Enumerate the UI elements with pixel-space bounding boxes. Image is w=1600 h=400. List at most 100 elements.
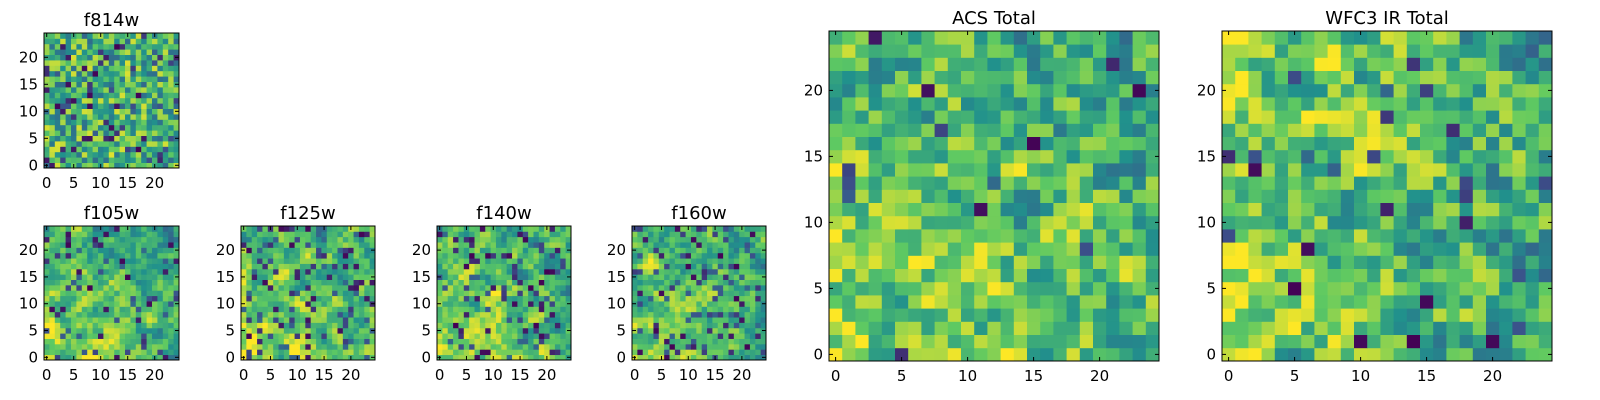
heatmap-cell [130,124,137,131]
heatmap-cell [1132,123,1147,137]
heatmap-cell [554,279,561,286]
heatmap-cell [92,268,99,275]
heatmap-cell [680,301,686,307]
heatmap-cell [44,92,50,99]
heatmap-cell [1145,136,1160,151]
heatmap-cell [1538,202,1553,217]
heatmap-cell [565,284,572,291]
heatmap-cell [54,43,61,50]
heatmap-cell [479,279,486,286]
heatmap-cell [1040,97,1054,111]
heatmap-cell [103,290,110,297]
heatmap-cell [141,33,147,39]
heatmap-cell [560,242,567,248]
heatmap-cell [173,290,180,297]
heatmap-cell [1472,44,1487,58]
heatmap-cell [1512,295,1526,309]
heatmap-cell [71,252,77,259]
heatmap-cell [1393,189,1408,203]
heatmap-cell [723,258,729,264]
heatmap-cell [1340,57,1355,71]
heatmap-cell [987,295,1001,309]
heatmap-cell [162,135,169,142]
heatmap-cell [162,258,169,264]
heatmap-cell [653,290,660,297]
heatmap-cell [262,317,269,323]
heatmap-cell [1027,110,1041,124]
heatmap-cell [114,130,120,136]
heatmap-cell [701,311,708,318]
heatmap-cell [549,242,556,248]
heatmap-cell [326,317,333,323]
heatmap-cell [485,274,491,280]
heatmap-cell [437,317,443,323]
heatmap-cell [54,242,61,248]
heatmap-cell [305,338,312,345]
heatmap-cell [728,295,735,302]
heatmap-cell [642,226,649,232]
x-tick-label: 15 [118,174,137,192]
heatmap-cell [474,268,481,275]
heatmap-cell [474,306,481,313]
heatmap-cell [60,306,66,313]
heatmap-cell [648,322,654,329]
heatmap-cell [934,136,949,151]
heatmap-cell [642,311,649,318]
heatmap-cell [1013,321,1028,335]
heatmap-cell [1013,242,1028,256]
heatmap-cell [696,311,703,318]
heatmap-cell [701,306,708,313]
heatmap-cell [1433,255,1447,269]
heatmap-cell [44,343,50,350]
heatmap-cell [680,311,686,318]
heatmap-cell [1446,202,1460,217]
heatmap-cell [739,295,745,302]
heatmap-cell [92,114,99,120]
heatmap-cell [1301,295,1315,309]
heatmap-cell [469,311,475,318]
heatmap-cell [549,338,556,345]
heatmap-cell [146,322,153,329]
heatmap-cell [1248,215,1262,230]
axes-frame [631,225,767,361]
heatmap-cell [1132,281,1147,296]
heatmap-cell [637,333,644,339]
heatmap-cell [364,343,371,350]
heatmap-cell [642,242,649,248]
heatmap-cell [108,252,115,259]
heatmap-cell [512,295,518,302]
heatmap-cell [135,247,142,254]
heatmap-cell [485,236,491,243]
heatmap-cell [353,279,360,286]
heatmap-cell [332,252,338,259]
heatmap-cell [251,274,258,280]
heatmap-cell [114,306,120,313]
heatmap-cell [533,295,540,302]
heatmap-cell [65,311,72,318]
heatmap-cell [474,247,481,254]
heatmap-cell [332,274,338,280]
heatmap-cell [538,295,545,302]
heatmap-cell [1132,31,1147,45]
heatmap-cell [728,317,735,323]
heatmap-cell [1053,136,1067,151]
heatmap-cell [65,236,72,243]
heatmap-cell [447,231,454,238]
heatmap-cell [157,252,164,259]
heatmap-cell [130,263,137,270]
heatmap-cell [760,333,767,339]
heatmap-cell [701,327,708,334]
heatmap-cell [658,290,665,297]
heatmap-cell [1013,57,1028,71]
heatmap-cell [442,301,449,307]
heatmap-cell [442,354,449,361]
heatmap-cell [1027,44,1041,58]
heatmap-cell [60,33,66,39]
heatmap-cell [146,157,153,163]
heatmap-cell [707,338,713,345]
heatmap-cell [310,236,317,243]
heatmap-cell [760,242,767,248]
heatmap-cell [299,263,306,270]
heatmap-cell [447,301,454,307]
heatmap-cell [1106,176,1120,190]
